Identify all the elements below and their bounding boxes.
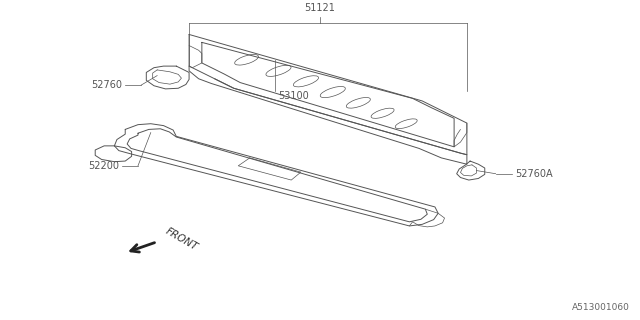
Text: 52200: 52200 xyxy=(88,161,119,171)
Text: 53100: 53100 xyxy=(278,91,309,101)
Text: A513001060: A513001060 xyxy=(572,303,630,312)
Text: 52760: 52760 xyxy=(91,80,122,90)
Text: FRONT: FRONT xyxy=(164,226,199,253)
Text: 51121: 51121 xyxy=(305,3,335,13)
Text: 52760A: 52760A xyxy=(515,169,552,179)
